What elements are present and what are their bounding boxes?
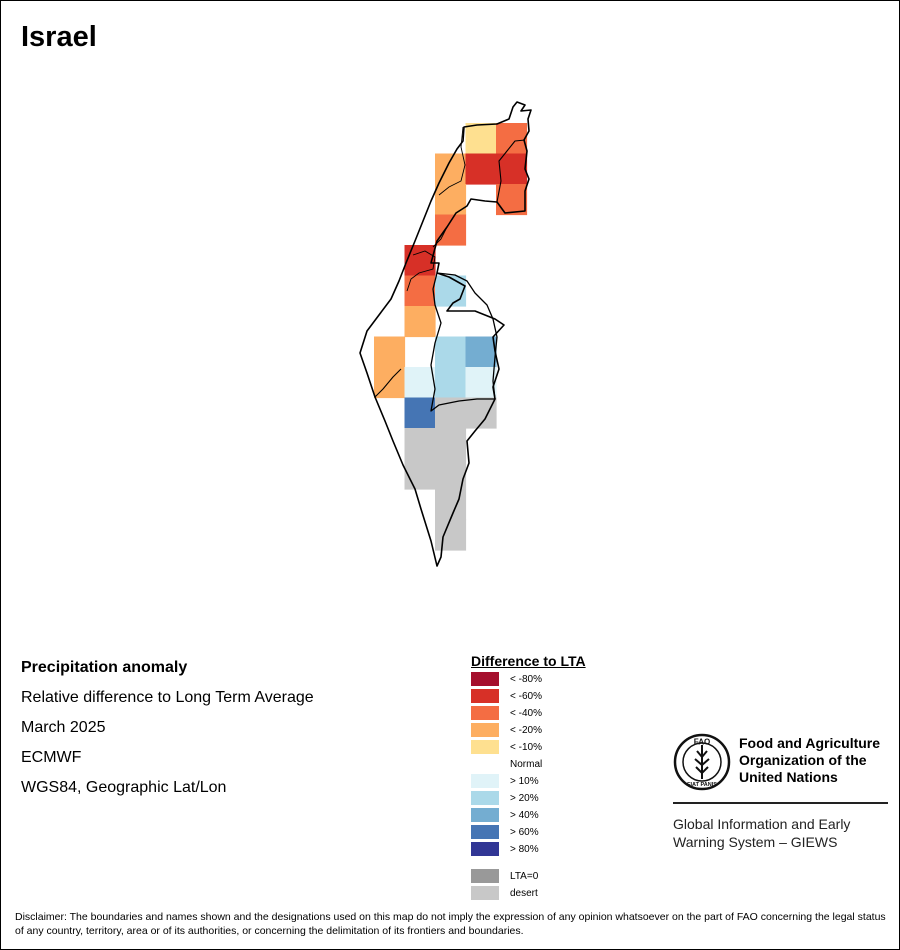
grid-cell-gt60 [404, 397, 436, 429]
grid-cell-lt40 [496, 184, 528, 216]
fao-name-line-3: United Nations [739, 769, 838, 785]
fao-divider [673, 802, 888, 804]
legend-swatch [471, 791, 499, 805]
legend-item-lt80: < -80% [471, 672, 542, 686]
grid-cell-lt60 [404, 245, 436, 277]
israel-border [359, 101, 532, 567]
legend-item-gt60: > 60% [471, 825, 539, 839]
grid-cell-lt40 [404, 275, 436, 307]
info-subtitle: Relative difference to Long Term Average [21, 689, 314, 706]
district-line-1 [438, 126, 466, 196]
grid-cell-lt20 [404, 306, 436, 338]
legend-swatch [471, 706, 499, 720]
grid-cell-gt10 [404, 367, 436, 399]
legend-swatch [471, 774, 499, 788]
grid-cell-gt20 [435, 275, 467, 307]
legend-label: > 80% [510, 843, 539, 855]
map-canvas [359, 101, 532, 567]
legend-swatch [471, 886, 499, 900]
legend-item-gt10: > 10% [471, 774, 539, 788]
legend-item-lt10: < -10% [471, 740, 542, 754]
grid-cell-desert [404, 458, 436, 490]
anomaly-grid [374, 123, 528, 551]
legend-swatch [471, 842, 499, 856]
info-heading: Precipitation anomaly [21, 659, 188, 676]
legend-item-desert: desert [471, 886, 538, 900]
legend-swatch [471, 757, 499, 771]
info-projection: WGS84, Geographic Lat/Lon [21, 779, 227, 796]
grid-cell-lt20 [374, 336, 406, 368]
grid-cell-gt20 [435, 336, 467, 368]
fao-logo-icon: FAO FIAT PANIS [673, 733, 731, 791]
golan-border [496, 139, 526, 203]
legend-item-lt20: < -20% [471, 723, 542, 737]
grid-cell-desert [404, 428, 436, 460]
map-legend: Difference to LTA < -80% < -60% < -40% < -2… [471, 653, 631, 900]
legend-label: < -40% [510, 707, 542, 719]
legend-item-lt40: < -40% [471, 706, 542, 720]
legend-label: LTA=0 [510, 870, 539, 882]
grid-cell-gt20 [435, 367, 467, 399]
info-period: March 2025 [21, 719, 106, 736]
legend-label: > 40% [510, 809, 539, 821]
legend-title: Difference to LTA [471, 653, 586, 669]
legend-item-lt60: < -60% [471, 689, 542, 703]
fao-name: Food and Agriculture Organization of the… [739, 735, 880, 786]
legend-item-gt20: > 20% [471, 791, 539, 805]
legend-swatch [471, 689, 499, 703]
legend-swatch [471, 723, 499, 737]
grid-cell-lt40 [496, 123, 528, 155]
grid-cell-lt10 [465, 123, 497, 155]
map-info: Precipitation anomaly Relative differenc… [21, 657, 314, 807]
grid-cell-desert [435, 489, 467, 521]
legend-label: desert [510, 887, 538, 899]
grid-cell-lt60 [465, 153, 497, 185]
country-outline [359, 101, 532, 567]
west-bank-border [430, 272, 498, 412]
legend-swatch [471, 740, 499, 754]
grid-cell-desert [435, 458, 467, 490]
info-source: ECMWF [21, 749, 82, 766]
legend-item-lta0: LTA=0 [471, 869, 538, 883]
legend-label: < -20% [510, 724, 542, 736]
legend-item-normal: Normal [471, 757, 542, 771]
legend-item-gt40: > 40% [471, 808, 539, 822]
grid-cell-gt10 [465, 367, 497, 399]
gaza-border [374, 368, 402, 398]
legend-label: < -80% [510, 673, 542, 685]
fao-logo-text: FAO [694, 738, 710, 747]
legend-swatch [471, 808, 499, 822]
district-line-3 [432, 226, 448, 248]
legend-swatch [471, 825, 499, 839]
legend-swatch [471, 869, 499, 883]
legend-label: < -60% [510, 690, 542, 702]
fao-logo-motto: FIAT PANIS [687, 782, 717, 788]
giews-label: Global Information and Early Warning Sys… [673, 815, 850, 851]
district-line-2 [406, 250, 436, 292]
giews-line-2: Warning System – GIEWS [673, 834, 838, 850]
legend-label: > 10% [510, 775, 539, 787]
legend-label: Normal [510, 758, 543, 770]
legend-label: > 60% [510, 826, 539, 838]
legend-swatch [471, 672, 499, 686]
grid-cell-desert [435, 519, 467, 551]
fao-name-line-1: Food and Agriculture [739, 735, 881, 751]
grid-cell-gt40 [465, 336, 497, 368]
legend-item-gt80: > 80% [471, 842, 539, 856]
legend-label: > 20% [510, 792, 539, 804]
map-title: Israel [21, 21, 97, 53]
giews-line-1: Global Information and Early [673, 816, 851, 832]
fao-name-line-2: Organization of the [739, 752, 867, 768]
disclaimer: Disclaimer: The boundaries and names sho… [15, 911, 886, 937]
grid-cell-desert [435, 428, 467, 460]
legend-label: < -10% [510, 741, 542, 753]
